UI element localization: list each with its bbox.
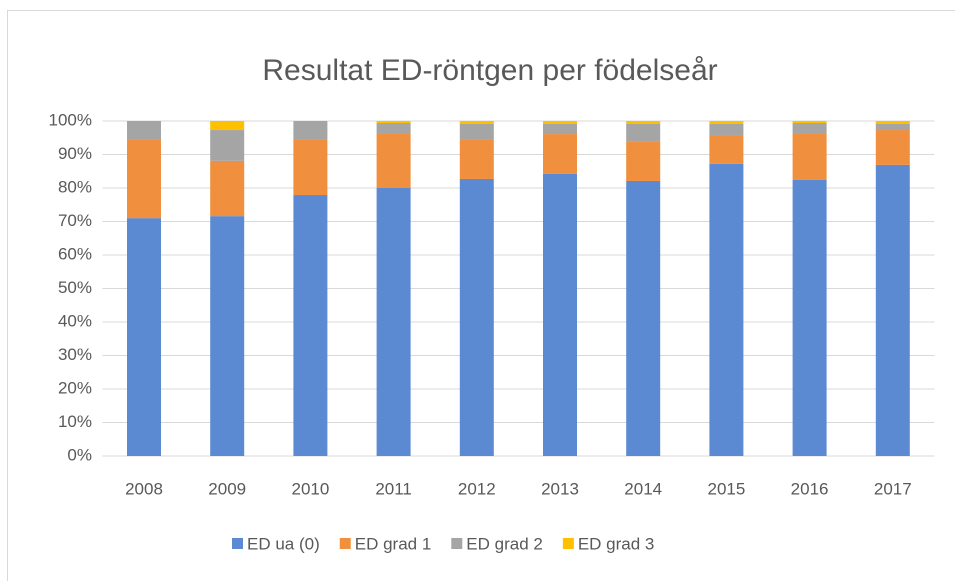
x-tick-label: 2016: [791, 479, 829, 498]
bar-segment: [875, 164, 910, 456]
legend-swatch: [232, 538, 243, 549]
bar-segment: [459, 121, 494, 125]
bar-segment: [792, 123, 827, 134]
bar-segment: [210, 130, 245, 161]
bar-segment: [792, 121, 827, 124]
bar-segment: [875, 121, 910, 125]
x-tick-label: 2008: [125, 479, 163, 498]
bar-segment: [626, 180, 661, 456]
bar-segment: [376, 188, 411, 456]
y-tick-label: 30%: [58, 345, 92, 364]
y-tick-label: 90%: [58, 144, 92, 163]
x-tick-label: 2017: [874, 479, 912, 498]
bar-segment: [709, 135, 744, 164]
legend-swatch: [451, 538, 463, 549]
y-tick-label: 50%: [58, 278, 92, 297]
bar-segment: [543, 134, 577, 174]
bar-segment: [376, 133, 411, 188]
bar-segment: [127, 218, 161, 456]
x-tick-label: 2009: [208, 479, 246, 498]
bar-segment: [709, 163, 744, 456]
bar-segment: [376, 121, 411, 124]
legend-label: ED grad 1: [355, 534, 432, 553]
bar-segment: [293, 121, 328, 140]
x-tick-label: 2014: [624, 479, 662, 498]
bar-segment: [376, 123, 411, 134]
bar-segment: [127, 121, 161, 140]
x-tick-label: 2011: [375, 479, 412, 498]
bar-segment: [543, 173, 577, 456]
x-tick-label: 2012: [458, 479, 496, 498]
bar-segment: [875, 124, 910, 131]
y-tick-label: 20%: [58, 378, 92, 397]
y-tick-label: 60%: [58, 244, 92, 263]
y-tick-label: 100%: [49, 110, 92, 129]
bar-segment: [210, 160, 245, 217]
bar-segment: [875, 130, 910, 165]
legend-label: ED grad 2: [466, 534, 543, 553]
bar-segment: [293, 195, 328, 456]
legend-swatch: [562, 538, 574, 549]
bar-segment: [210, 216, 245, 456]
bar-segment: [543, 121, 577, 125]
bar-segment: [459, 178, 494, 456]
legend-swatch: [339, 538, 351, 549]
chart-title: Resultat ED-röntgen per födelseår: [262, 54, 717, 87]
bar-segment: [459, 139, 494, 179]
bar-segment: [127, 139, 161, 219]
bar-segment: [210, 121, 245, 131]
y-tick-label: 0%: [67, 445, 92, 464]
bar-segment: [709, 124, 744, 136]
legend-label: ED grad 3: [578, 534, 655, 553]
y-tick-label: 80%: [58, 177, 92, 196]
x-tick-label: 2010: [291, 479, 329, 498]
bar-segment: [792, 133, 827, 180]
x-tick-label: 2015: [707, 479, 745, 498]
bar-segment: [293, 139, 328, 196]
bar-segment: [709, 121, 744, 125]
bar-segment: [792, 179, 827, 456]
y-tick-label: 40%: [58, 311, 92, 330]
bar-segment: [626, 121, 661, 125]
legend-label: ED ua (0): [247, 534, 320, 553]
bar-segment: [626, 141, 661, 181]
bar-segment: [459, 124, 494, 140]
y-tick-label: 70%: [58, 211, 92, 230]
bar-segment: [543, 124, 577, 135]
bar-segment: [626, 124, 661, 142]
x-tick-label: 2013: [541, 479, 579, 498]
y-tick-label: 10%: [58, 412, 92, 431]
